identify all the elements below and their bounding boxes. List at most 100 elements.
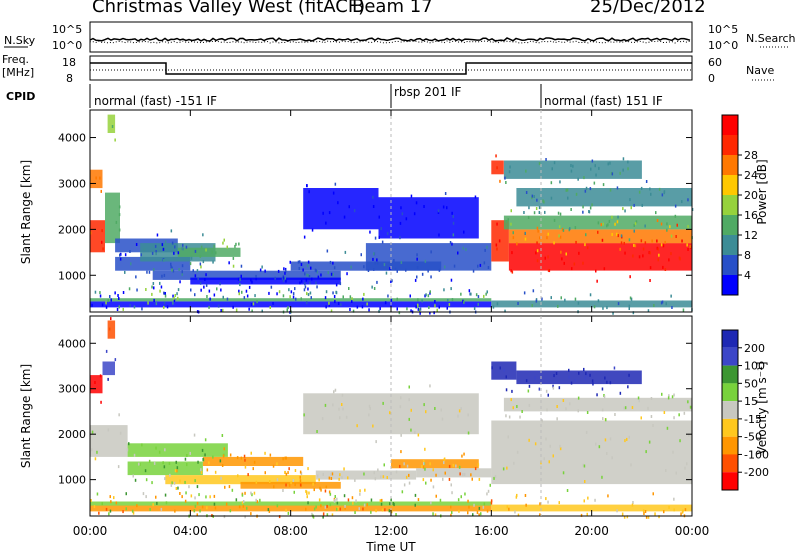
echo-speck [248,307,250,311]
echo-speck [463,300,465,304]
echo-speck [111,125,114,128]
echo-speck [181,270,183,274]
echo-speck [606,452,608,455]
echo-speck [244,515,246,519]
echo-speck [173,481,176,485]
echo-speck [311,512,313,516]
echo-speck [658,253,660,257]
echo-speck [201,448,204,452]
echo-speck [214,470,217,474]
echo-speck [389,267,391,271]
echo-speck [306,264,309,268]
echo-speck [583,464,586,468]
echo-speck [598,445,601,449]
echo-speck [350,265,352,269]
echo-speck [661,392,663,396]
echo-speck [155,495,157,499]
echo-speck [586,373,589,377]
echo-speck [91,303,93,307]
echo-speck [299,281,301,285]
echo-speck [460,407,462,411]
echo-speck [628,307,630,310]
echo-speck [595,269,597,273]
echo-speck [406,307,408,311]
echo-speck [668,505,670,509]
echo-speck [268,509,271,513]
noise-tick-left-top: 10^5 [52,23,82,36]
echo-speck [604,376,606,380]
echo-speck [303,413,305,417]
echo-speck [429,311,431,315]
echo-speck [550,296,552,300]
echo-speck [309,281,311,285]
echo-speck [663,411,666,414]
echo-speck [477,302,479,306]
x-tick-label: 08:00 [273,524,308,538]
echo-speck [255,277,257,281]
echo-speck [578,371,580,375]
echo-speck [338,407,340,411]
echo-speck [237,277,240,281]
echo-speck [538,162,541,166]
echo-speck [547,393,549,397]
echo-speck [509,165,511,169]
echo-speck [643,512,645,515]
echo-speck [395,470,398,474]
echo-speck [174,245,176,249]
echo-speck [110,298,112,302]
echo-speck [205,283,208,287]
echo-speck [194,479,196,483]
echo-speck [611,233,613,236]
echo-speck [334,300,336,304]
echo-speck [98,511,100,515]
echo-speck [223,447,225,451]
echo-speck [376,280,378,284]
echo-speck [324,403,327,407]
echo-speck [409,294,411,298]
cpid-row: CPID normal (fast) -151 IF rbsp 201 IF n… [6,84,663,108]
echo-speck [429,384,431,388]
echo-speck [593,305,596,309]
echo-speck [332,191,335,195]
echo-speck [644,224,646,228]
echo-speck [623,515,626,519]
echo-speck [208,289,211,293]
echo-speck [328,301,330,305]
echo-speck [107,299,109,303]
echo-speck [206,468,209,472]
echo-speck [552,386,555,390]
echo-speck [155,446,157,450]
echo-speck [634,222,637,226]
echo-speck [372,205,375,208]
echo-speck [115,220,118,224]
echo-speck [340,303,342,307]
echo-speck [490,499,493,503]
echo-speck [586,512,588,516]
echo-speck [626,515,629,519]
echo-speck [294,483,296,487]
nave-tick-bottom: 0 [708,72,715,85]
echo-speck [627,167,629,171]
echo-speck [664,240,666,244]
echo-speck [424,259,427,263]
echo-speck [547,500,549,504]
echo-speck [617,234,619,238]
echo-speck [607,162,609,166]
echo-speck [669,225,671,229]
echo-speck [673,508,675,512]
echo-speck [388,509,391,513]
echo-speck [310,296,312,300]
echo-speck [322,211,324,215]
echo-speck [611,172,614,176]
colorbar-swatch [722,215,738,235]
echo-speck [299,475,301,479]
heatmap-band [503,397,692,412]
echo-speck [326,249,329,253]
echo-speck [642,509,645,513]
echo-speck [164,292,166,295]
echo-speck [460,292,462,296]
nsky-label: N.Sky [4,34,36,47]
echo-speck [96,450,98,454]
echo-speck [675,471,677,475]
echo-speck [381,498,383,502]
